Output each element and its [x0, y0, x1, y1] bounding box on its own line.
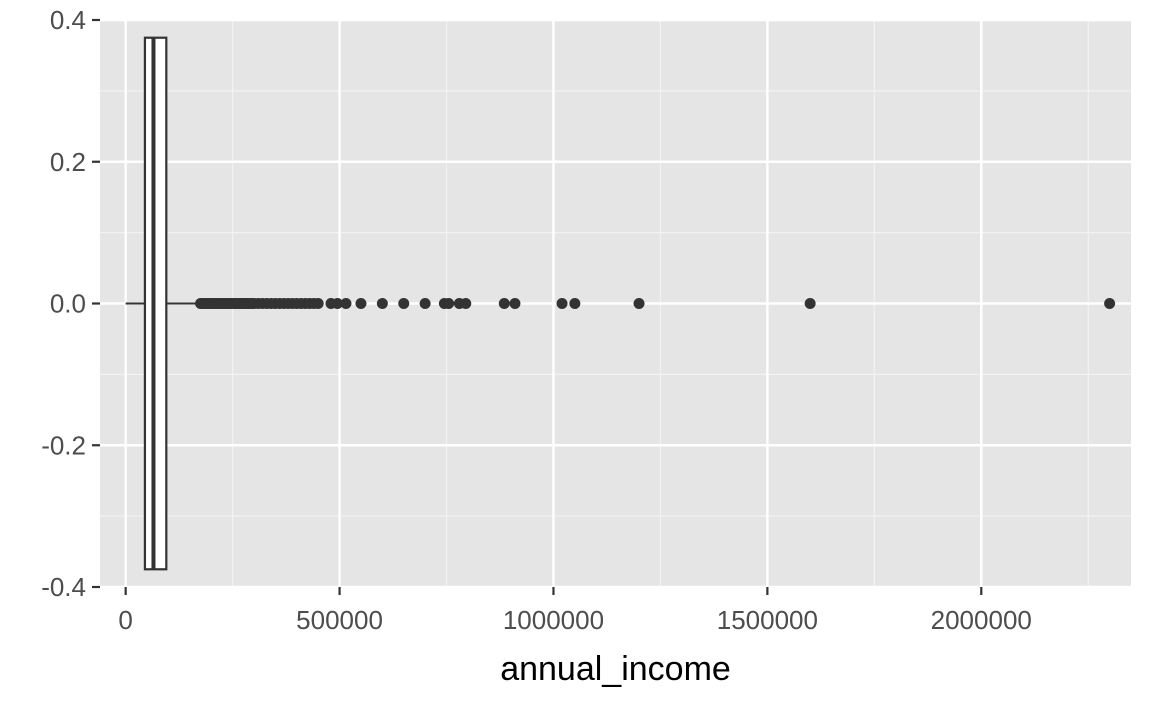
outlier-point — [633, 298, 645, 309]
outlier-point — [398, 298, 410, 309]
y-tick-label: -0.4 — [41, 572, 86, 602]
x-tick-label: 0 — [118, 605, 132, 635]
outlier-point — [556, 298, 568, 309]
outlier-point — [460, 298, 472, 309]
outlier-point — [804, 298, 816, 309]
outlier-point — [331, 298, 343, 309]
y-tick-label: 0.0 — [50, 289, 86, 319]
outlier-point — [443, 298, 455, 309]
x-axis-title: annual_income — [500, 650, 731, 688]
x-tick-label: 500000 — [296, 605, 383, 635]
outlier-point — [509, 298, 521, 309]
x-tick-label: 2000000 — [931, 605, 1032, 635]
box-iqr — [143, 36, 168, 571]
outlier-point — [355, 298, 367, 309]
outlier-point — [569, 298, 581, 309]
x-tick-label: 1500000 — [717, 605, 818, 635]
outlier-point — [312, 298, 324, 309]
outlier-point — [1104, 298, 1116, 309]
y-tick-label: 0.4 — [50, 5, 86, 35]
axes: 0 500000 1000000 1500000 2000000 0.4 0.2 0.0 -0.… — [41, 5, 1032, 635]
y-tick-label: -0.2 — [41, 430, 86, 460]
y-tick-label: 0.2 — [50, 147, 86, 177]
x-tick-label: 1000000 — [503, 605, 604, 635]
outlier-point — [419, 298, 431, 309]
chart-marks — [125, 36, 1116, 571]
outlier-point — [376, 298, 388, 309]
outlier-point — [340, 298, 352, 309]
outlier-point — [498, 298, 510, 309]
